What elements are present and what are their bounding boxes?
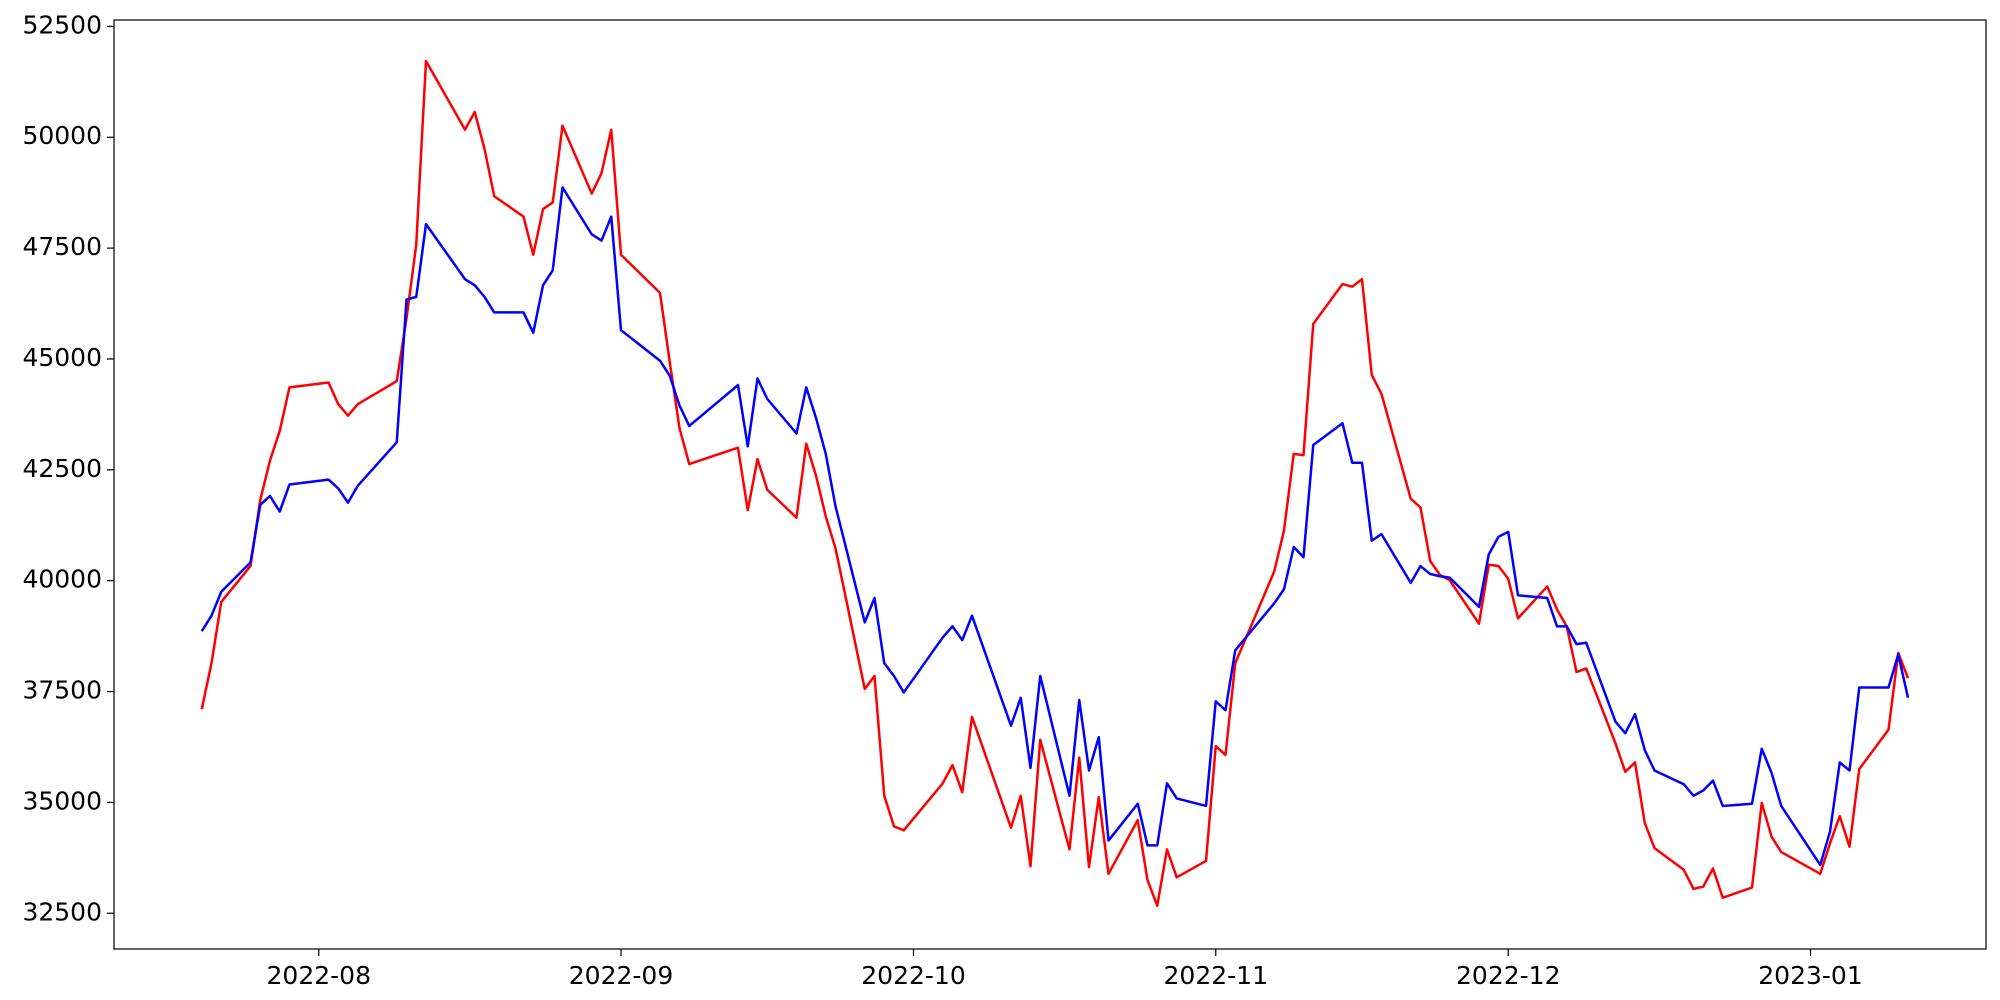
x-tick-label: 2022-09	[569, 961, 673, 990]
y-tick-label: 42500	[22, 454, 102, 483]
y-tick-label: 47500	[22, 232, 102, 261]
y-tick-label: 52500	[22, 10, 102, 39]
y-tick-label: 35000	[22, 786, 102, 815]
x-tick-label: 2022-08	[267, 961, 371, 990]
y-tick-label: 37500	[22, 676, 102, 705]
plot-frame	[113, 19, 1987, 950]
series-line	[200, 59, 1910, 907]
y-tick-label: 45000	[22, 343, 102, 372]
x-tick-label: 2022-11	[1164, 961, 1268, 990]
y-tick-label: 50000	[22, 121, 102, 150]
x-tick-label: 2022-12	[1456, 961, 1560, 990]
series-line	[200, 186, 1910, 867]
y-tick-label: 40000	[22, 565, 102, 594]
x-tick-label: 2023-01	[1758, 961, 1862, 990]
x-tick-label: 2022-10	[861, 961, 965, 990]
y-tick-label: 32500	[22, 897, 102, 926]
